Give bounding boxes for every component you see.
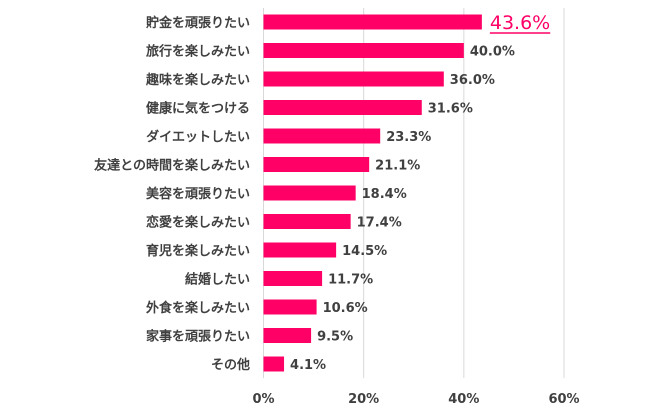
category-label: 外食を楽しみたい <box>145 300 250 316</box>
value-label: 9.5% <box>317 330 353 345</box>
bar <box>263 214 351 229</box>
bar <box>263 356 285 372</box>
category-label: 家事を頑張りたい <box>146 329 250 345</box>
bar <box>263 128 381 144</box>
category-label: 育児を楽しみたい <box>146 243 250 259</box>
value-label: 17.4% <box>357 216 402 231</box>
bar <box>263 185 356 201</box>
category-label: 趣味を楽しみたい <box>145 72 250 88</box>
value-label: 4.1% <box>290 358 326 373</box>
category-label: ダイエットしたい <box>146 129 250 145</box>
value-label: 23.3% <box>386 130 431 145</box>
category-label: 結婚したい <box>185 272 250 288</box>
bar <box>263 14 482 30</box>
value-label: 31.6% <box>428 102 473 117</box>
bar <box>263 242 337 258</box>
value-label: 14.5% <box>342 244 387 259</box>
category-label: その他 <box>211 357 250 373</box>
value-label: 36.0% <box>450 73 495 88</box>
category-label: 旅行を楽しみたい <box>146 44 250 60</box>
value-label: 40.0% <box>470 45 515 60</box>
bar <box>263 328 312 343</box>
value-label: 11.7% <box>328 273 373 288</box>
x-tick-label: 40% <box>448 392 479 407</box>
bar <box>263 299 317 315</box>
value-label: 18.4% <box>362 187 407 202</box>
x-tick-label: 60% <box>548 392 579 407</box>
bar <box>263 271 323 286</box>
value-label: 21.1% <box>375 159 420 174</box>
category-label: 健康に気をつける <box>146 101 250 117</box>
x-tick-label: 20% <box>348 392 379 407</box>
value-label-highlight: 43.6% <box>490 12 550 34</box>
bar <box>263 100 422 115</box>
category-label: 貯金を頑張りたい <box>146 15 250 31</box>
bar <box>263 43 464 58</box>
bar <box>263 71 444 87</box>
category-label: 友達との時間を楽しみたい <box>94 158 250 174</box>
x-tick-label: 0% <box>252 392 274 407</box>
bar <box>263 157 370 172</box>
category-label: 恋愛を楽しみたい <box>146 215 250 231</box>
value-label: 10.6% <box>323 301 368 316</box>
category-label: 美容を頑張りたい <box>146 186 250 202</box>
